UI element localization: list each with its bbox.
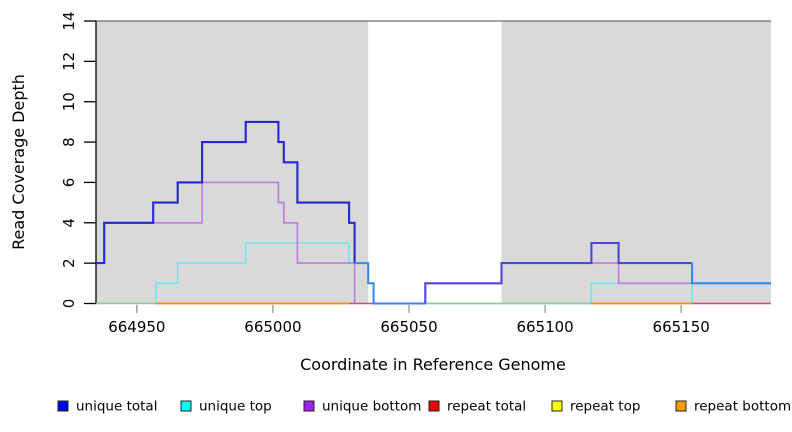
legend-label: unique total [76, 399, 157, 415]
y-tick-label: 10 [60, 92, 78, 111]
x-tick-label: 665100 [516, 318, 573, 336]
x-tick-label: 665150 [653, 318, 710, 336]
unique-total-line-right [424, 241, 693, 304]
legend-square-purple [303, 400, 315, 412]
unique-total-line-tail [691, 263, 771, 285]
legend: unique total unique top unique bottom repea… [57, 399, 791, 415]
y-tick-label: 8 [60, 137, 78, 147]
legend-label: repeat total [447, 399, 526, 415]
legend-square-yellow [551, 400, 563, 412]
legend-label: unique bottom [322, 399, 421, 415]
legend-label: repeat top [570, 399, 640, 415]
legend-label: unique top [199, 399, 272, 415]
legend-square-blue [57, 400, 69, 412]
y-tick-label: 12 [60, 52, 78, 71]
legend-item-unique-top: unique top [180, 399, 272, 415]
x-axis-title: Coordinate in Reference Genome [300, 355, 566, 374]
legend-item-unique-bottom: unique bottom [303, 399, 421, 415]
plot-generated: 664950 665000 665050 665100 665150 0 2 4 6 8 10 12 1… [60, 11, 771, 336]
y-tick-label: 0 [60, 299, 78, 309]
legend-item-repeat-total: repeat total [428, 399, 526, 415]
y-tick-label: 14 [60, 11, 78, 30]
legend-item-repeat-top: repeat top [551, 399, 640, 415]
y-tick-label: 4 [60, 218, 78, 228]
unique-total-line-main [96, 120, 356, 265]
shaded-region-2 [501, 21, 771, 304]
x-tick-label: 665050 [380, 318, 437, 336]
legend-square-cyan [180, 400, 192, 412]
legend-label: repeat bottom [694, 399, 791, 415]
legend-item-repeat-bottom: repeat bottom [675, 399, 791, 415]
x-tick-label: 664950 [108, 318, 165, 336]
legend-square-orange [675, 400, 687, 412]
y-tick-label: 2 [60, 258, 78, 268]
y-axis-title: Read Coverage Depth [9, 74, 28, 250]
x-tick-label: 665000 [244, 318, 301, 336]
y-tick-label: 6 [60, 178, 78, 188]
unique-total-line-descent [354, 262, 426, 305]
legend-item-unique-total: unique total [57, 399, 157, 415]
shaded-region-1 [96, 21, 369, 304]
legend-square-red [428, 400, 440, 412]
